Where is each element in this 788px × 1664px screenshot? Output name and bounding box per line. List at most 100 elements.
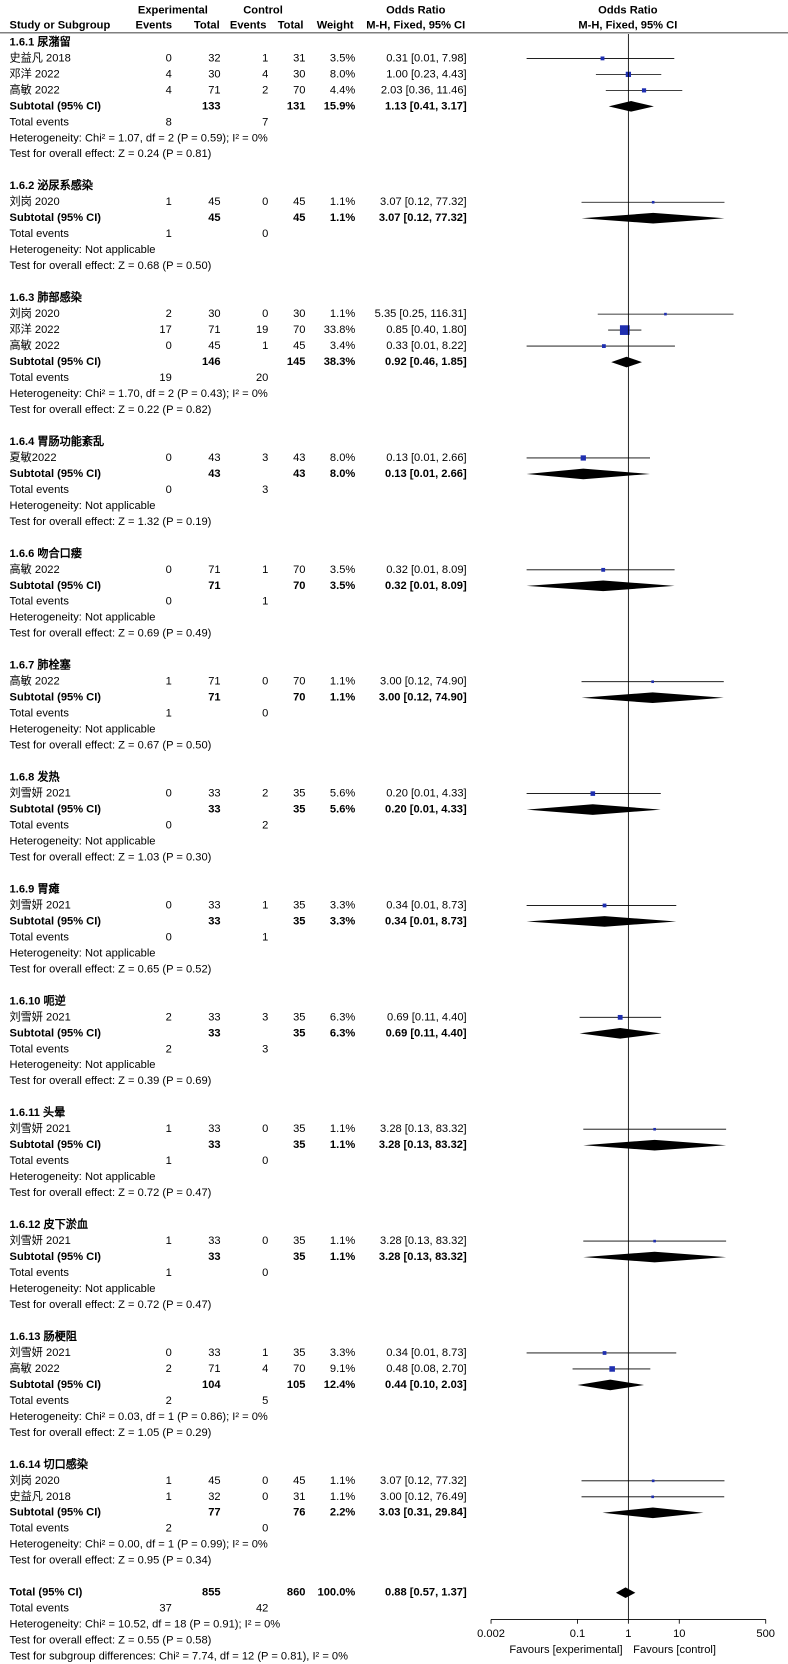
study-name: 刘岗 2020 (10, 1474, 60, 1487)
e-total: 71 (208, 84, 220, 96)
diamond (581, 692, 724, 704)
weight-label: 8.0% (330, 68, 355, 80)
e-total: 45 (208, 1475, 220, 1487)
events: 0 (262, 1155, 268, 1167)
e-total: 33 (208, 915, 220, 927)
ci-label: 1.13 [0.41, 3.17] (385, 100, 467, 112)
events: 37 (159, 1603, 171, 1615)
e-total: 45 (208, 340, 220, 352)
e-total: 32 (208, 52, 220, 64)
e-total: 30 (208, 308, 220, 320)
e-total: 43 (208, 468, 220, 480)
events: 0 (166, 931, 172, 943)
x-label-right: Favours [control] (633, 1644, 716, 1656)
total-events-label: Total events (10, 228, 70, 240)
e-total: 71 (208, 676, 220, 688)
e-total: 33 (208, 1011, 220, 1023)
heterogeneity: Heterogeneity: Not applicable (10, 1059, 156, 1071)
ci-label: 3.07 [0.12, 77.32] (380, 1475, 467, 1487)
weight-label: 1.1% (330, 1139, 355, 1151)
heterogeneity: Heterogeneity: Chi² = 1.70, df = 2 (P = … (10, 388, 268, 400)
header-column: Events (136, 19, 172, 31)
c-total: 35 (293, 1011, 305, 1023)
c-total: 35 (293, 899, 305, 911)
c-total: 45 (293, 1475, 305, 1487)
ci-label: 0.69 [0.11, 4.40] (386, 1027, 467, 1039)
c-events: 1 (262, 1347, 268, 1359)
ci-label: 2.03 [0.36, 11.46] (381, 84, 467, 96)
study-marker (601, 567, 606, 572)
overall-effect: Test for overall effect: Z = 1.32 (P = 0… (10, 516, 212, 528)
diamond (581, 212, 725, 224)
weight-label: 33.8% (324, 324, 356, 336)
e-total: 71 (208, 1363, 220, 1375)
group-title: 1.6.9 胃瘫 (10, 881, 60, 895)
study-marker (601, 344, 606, 348)
e-total: 33 (208, 1251, 220, 1263)
overall-effect: Test for overall effect: Z = 0.95 (P = 0… (10, 1555, 212, 1567)
group-title: 1.6.2 泌尿系感染 (10, 178, 94, 192)
c-total: 43 (293, 468, 305, 480)
e-events: 0 (166, 899, 172, 911)
header-control: Control (243, 5, 283, 17)
group-title: 1.6.13 肠梗阻 (10, 1329, 77, 1343)
study-name: 刘雪妍 2021 (10, 1233, 71, 1247)
heterogeneity: Heterogeneity: Chi² = 1.07, df = 2 (P = … (10, 132, 268, 144)
total-events-label: Total events (10, 1155, 70, 1167)
ci-label: 0.92 [0.46, 1.85] (385, 356, 467, 368)
e-events: 1 (166, 1235, 172, 1247)
e-events: 1 (166, 1123, 172, 1135)
weight-label: 100.0% (318, 1587, 356, 1599)
group-title: 1.6.10 呃逆 (10, 993, 67, 1007)
c-events: 1 (262, 899, 268, 911)
events: 0 (166, 820, 172, 832)
study-marker (617, 1014, 623, 1020)
study-marker (602, 1351, 607, 1355)
c-total: 35 (293, 915, 305, 927)
study-name: 高敏 2022 (10, 1361, 60, 1375)
subtotal-label: Subtotal (95% CI) (10, 356, 102, 368)
diamond (608, 101, 654, 112)
subgroup-differences: Test for subgroup differences: Chi² = 7.… (10, 1651, 349, 1663)
heterogeneity: Heterogeneity: Not applicable (10, 1171, 156, 1183)
weight-label: 1.1% (330, 308, 355, 320)
study-name: 刘岗 2020 (10, 307, 60, 320)
header-column: Weight (317, 19, 354, 31)
weight-label: 15.9% (324, 100, 356, 112)
subtotal-label: Subtotal (95% CI) (10, 915, 102, 927)
events: 0 (262, 708, 268, 720)
header-experimental: Experimental (138, 5, 208, 17)
diamond (615, 1587, 636, 1599)
weight-label: 3.4% (330, 340, 355, 352)
weight-label: 1.1% (330, 1123, 355, 1135)
heterogeneity: Heterogeneity: Not applicable (10, 947, 156, 959)
weight-label: 5.6% (330, 804, 355, 816)
e-events: 0 (166, 788, 172, 800)
c-events: 1 (262, 340, 268, 352)
subtotal-label: Subtotal (95% CI) (10, 1251, 102, 1263)
e-total: 77 (208, 1507, 220, 1519)
e-events: 0 (166, 564, 172, 576)
heterogeneity: Heterogeneity: Not applicable (10, 724, 156, 736)
study-name: 高敏 2022 (10, 338, 60, 352)
total-events-label: Total events (10, 1043, 70, 1055)
ci-label: 0.85 [0.40, 1.80] (386, 324, 466, 336)
c-events: 4 (262, 1363, 268, 1375)
ci-label: 5.35 [0.25, 116.31] (375, 308, 467, 320)
e-total: 146 (202, 356, 221, 368)
overall-effect: Test for overall effect: Z = 0.55 (P = 0… (10, 1635, 212, 1647)
events: 0 (262, 228, 268, 240)
study-marker (590, 791, 596, 796)
events: 1 (262, 931, 268, 943)
events: 19 (159, 372, 171, 384)
diamond (526, 916, 677, 927)
events: 2 (262, 820, 268, 832)
header-column: Total (278, 19, 304, 31)
ci-label: 0.32 [0.01, 8.09] (385, 580, 467, 592)
ci-label: 0.34 [0.01, 8.73] (386, 1347, 466, 1359)
e-events: 1 (166, 196, 172, 208)
diamond (526, 580, 675, 592)
e-total: 32 (208, 1491, 220, 1503)
